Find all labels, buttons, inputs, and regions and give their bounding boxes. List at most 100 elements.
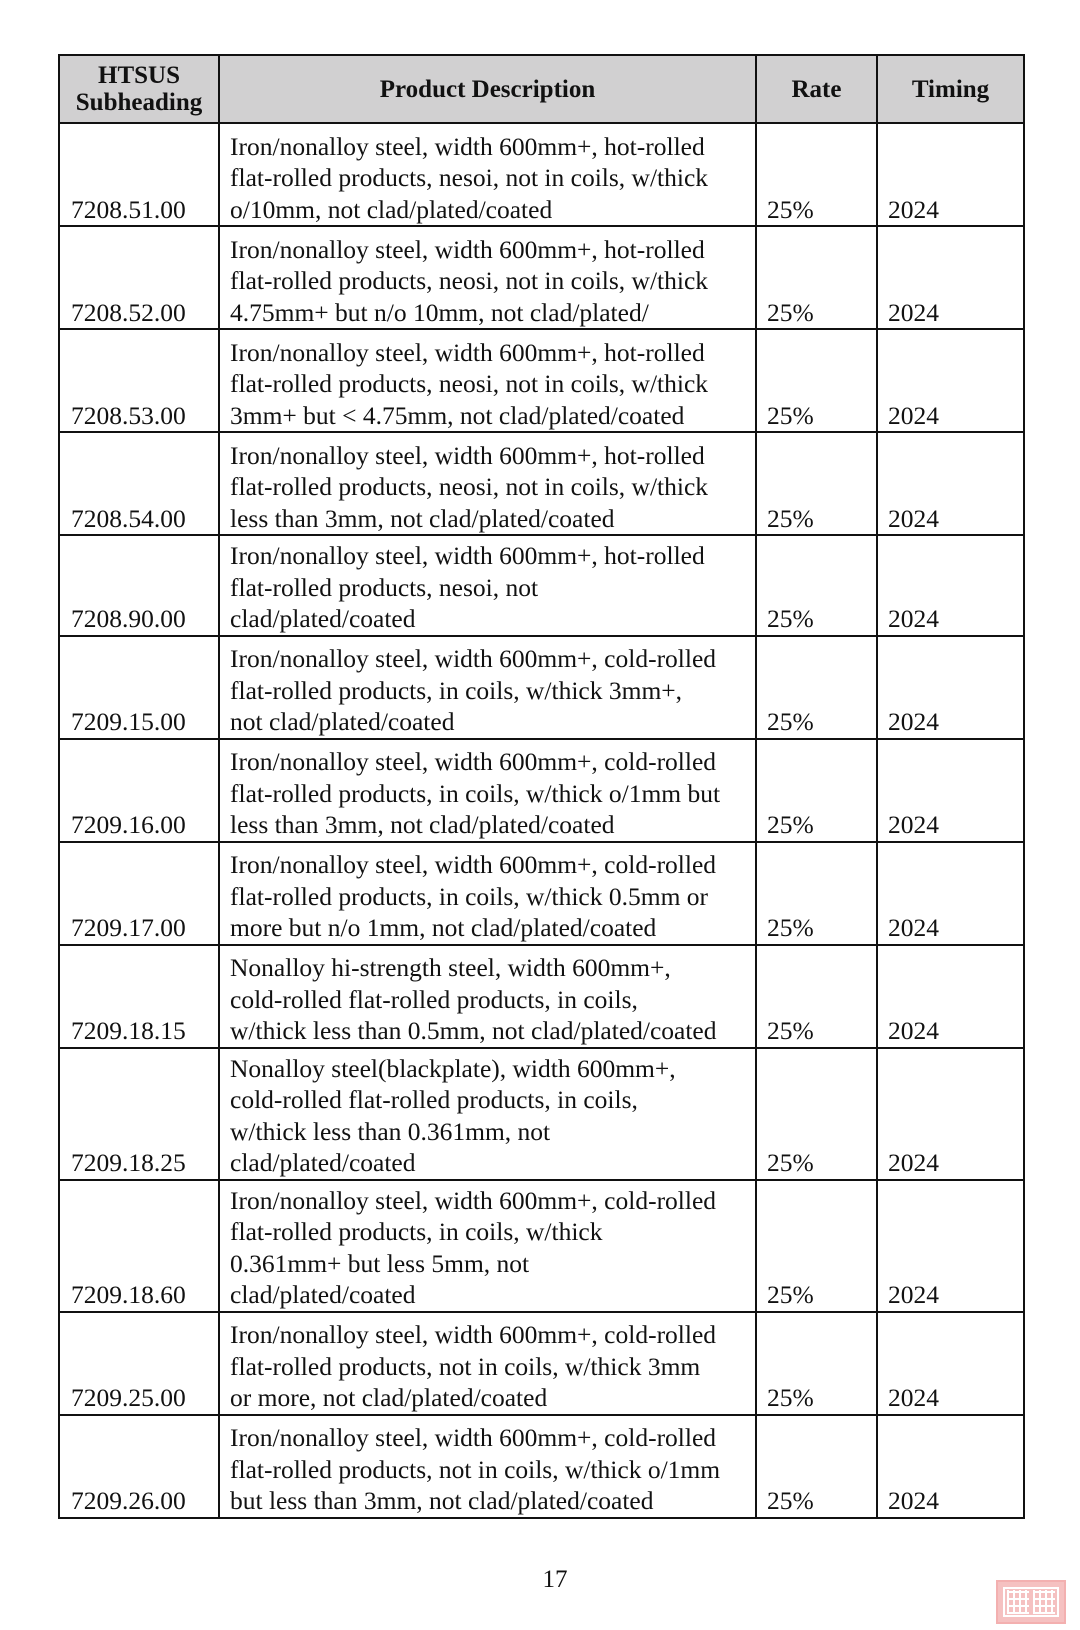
- timing-cell: 2024: [876, 534, 1025, 637]
- description-line: Iron/nonalloy steel, width 600mm+, hot-r…: [230, 541, 705, 570]
- description-line: flat-rolled products, in coils, w/thick …: [230, 778, 721, 808]
- description-line: Iron/nonalloy steel, width 600mm+, cold-…: [230, 1320, 717, 1349]
- htsus-code-cell: 7209.25.00: [58, 1310, 220, 1416]
- htsus-code-cell: 7208.51.00: [58, 122, 220, 227]
- table-row: 7209.17.00 Iron/nonalloy steel, width 600…: [58, 840, 1025, 946]
- description-line: flat-rolled products, nesoi, not in coil…: [230, 163, 709, 192]
- description-line: not clad/plated/coated: [230, 707, 455, 736]
- description-line: Iron/nonalloy steel, width 600mm+, cold-…: [230, 747, 717, 776]
- timing-cell: 2024: [876, 840, 1025, 946]
- description-line: 4.75mm+ but n/o 10mm, not clad/plated/: [230, 297, 649, 327]
- description-line: flat-rolled products, in coils, w/thick: [230, 1217, 603, 1246]
- description-line: Nonalloy steel(blackplate), width 600mm+…: [230, 1053, 676, 1083]
- header-product-description: Product Description: [218, 54, 757, 124]
- product-description-cell: Iron/nonalloy steel, width 600mm+, hot-r…: [218, 122, 757, 227]
- table-row: 7209.26.00 Iron/nonalloy steel, width 600…: [58, 1413, 1025, 1519]
- table-row: 7209.16.00 Iron/nonalloy steel, width 600…: [58, 737, 1025, 843]
- description-line: flat-rolled products, neosi, not in coil…: [230, 369, 709, 398]
- tariff-table: HTSUS Subheading Product Description Rat…: [58, 54, 1025, 1519]
- product-description-cell: Iron/nonalloy steel, width 600mm+, cold-…: [218, 634, 757, 740]
- table-row: 7209.18.15 Nonalloy hi-strength steel, wi…: [58, 943, 1025, 1049]
- seal-stamp: [996, 1580, 1066, 1624]
- description-line: Iron/nonalloy steel, width 600mm+, cold-…: [230, 644, 717, 673]
- description-line: Iron/nonalloy steel, width 600mm+, hot-r…: [230, 440, 705, 470]
- description-line: flat-rolled products, nesoi, not: [230, 572, 539, 602]
- product-description-cell: Iron/nonalloy steel, width 600mm+, cold-…: [218, 1413, 757, 1519]
- rate-cell: 25%: [755, 328, 878, 433]
- header-text: Subheading: [75, 89, 203, 116]
- timing-cell: 2024: [876, 737, 1025, 843]
- rate-cell: 25%: [755, 122, 878, 227]
- timing-cell: 2024: [876, 225, 1025, 330]
- header-timing: Timing: [876, 54, 1025, 124]
- description-line: Iron/nonalloy steel, width 600mm+, cold-…: [230, 1423, 717, 1452]
- description-line: flat-rolled products, neosi, not in coil…: [230, 266, 709, 295]
- timing-cell: 2024: [876, 943, 1025, 1049]
- timing-cell: 2024: [876, 328, 1025, 433]
- description-line: less than 3mm, not clad/plated/coated: [230, 810, 615, 839]
- timing-cell: 2024: [876, 1178, 1025, 1313]
- product-description-cell: Iron/nonalloy steel, width 600mm+, cold-…: [218, 840, 757, 946]
- product-description-cell: Iron/nonalloy steel, width 600mm+, cold-…: [218, 737, 757, 843]
- product-description-cell: Nonalloy hi-strength steel, width 600mm+…: [218, 943, 757, 1049]
- description-line: flat-rolled products, in coils, w/thick …: [230, 881, 709, 911]
- htsus-code-cell: 7209.16.00: [58, 737, 220, 843]
- description-line: Iron/nonalloy steel, width 600mm+, hot-r…: [230, 131, 705, 161]
- timing-cell: 2024: [876, 1046, 1025, 1181]
- page-number: 17: [542, 1566, 568, 1593]
- table-row: 7208.90.00 Iron/nonalloy steel, width 600…: [58, 534, 1025, 637]
- description-line: o/10mm, not clad/plated/coated: [230, 194, 553, 224]
- description-line: but less than 3mm, not clad/plated/coate…: [230, 1486, 654, 1515]
- table-row: 7208.51.00 Iron/nonalloy steel, width 600…: [58, 122, 1025, 227]
- description-line: w/thick less than 0.5mm, not clad/plated…: [230, 1016, 717, 1045]
- table-row: 7208.53.00 Iron/nonalloy steel, width 600…: [58, 328, 1025, 433]
- htsus-code-cell: 7209.17.00: [58, 840, 220, 946]
- htsus-code-cell: 7208.52.00: [58, 225, 220, 330]
- table-header-row: HTSUS Subheading Product Description Rat…: [58, 54, 1025, 124]
- description-line: more but n/o 1mm, not clad/plated/coated: [230, 913, 657, 942]
- timing-cell: 2024: [876, 1310, 1025, 1416]
- product-description-cell: Iron/nonalloy steel, width 600mm+, cold-…: [218, 1178, 757, 1313]
- product-description-cell: Iron/nonalloy steel, width 600mm+, hot-r…: [218, 225, 757, 330]
- table-row: 7209.15.00 Iron/nonalloy steel, width 600…: [58, 634, 1025, 740]
- description-line: flat-rolled products, not in coils, w/th…: [230, 1454, 721, 1484]
- table-row: 7208.52.00 Iron/nonalloy steel, width 600…: [58, 225, 1025, 330]
- rate-cell: 25%: [755, 943, 878, 1049]
- timing-cell: 2024: [876, 431, 1025, 536]
- rate-cell: 25%: [755, 634, 878, 740]
- rate-cell: 25%: [755, 1413, 878, 1519]
- htsus-code-cell: 7208.54.00: [58, 431, 220, 536]
- description-line: 3mm+ but < 4.75mm, not clad/plated/coate…: [230, 400, 685, 430]
- description-line: Iron/nonalloy steel, width 600mm+, hot-r…: [230, 234, 705, 264]
- header-rate: Rate: [755, 54, 878, 124]
- description-line: Iron/nonalloy steel, width 600mm+, cold-…: [230, 1185, 717, 1215]
- htsus-code-cell: 7209.18.15: [58, 943, 220, 1049]
- description-line: w/thick less than 0.361mm, not: [230, 1116, 551, 1146]
- description-line: cold-rolled flat-rolled products, in coi…: [230, 984, 638, 1014]
- product-description-cell: Iron/nonalloy steel, width 600mm+, cold-…: [218, 1310, 757, 1416]
- rate-cell: 25%: [755, 431, 878, 536]
- description-line: flat-rolled products, in coils, w/thick …: [230, 675, 683, 705]
- rate-cell: 25%: [755, 840, 878, 946]
- timing-cell: 2024: [876, 634, 1025, 740]
- description-line: or more, not clad/plated/coated: [230, 1383, 548, 1412]
- rate-cell: 25%: [755, 225, 878, 330]
- description-line: clad/plated/coated: [230, 1148, 416, 1177]
- table-row: 7208.54.00 Iron/nonalloy steel, width 600…: [58, 431, 1025, 536]
- product-description-cell: Iron/nonalloy steel, width 600mm+, hot-r…: [218, 431, 757, 536]
- table-row: 7209.25.00 Iron/nonalloy steel, width 600…: [58, 1310, 1025, 1416]
- header-htsus-subheading: HTSUS Subheading: [58, 54, 220, 124]
- description-line: 0.361mm+ but less 5mm, not: [230, 1248, 530, 1278]
- description-line: Iron/nonalloy steel, width 600mm+, cold-…: [230, 850, 717, 879]
- rate-cell: 25%: [755, 737, 878, 843]
- description-line: cold-rolled flat-rolled products, in coi…: [230, 1085, 638, 1114]
- description-line: Iron/nonalloy steel, width 600mm+, hot-r…: [230, 337, 705, 367]
- rate-cell: 25%: [755, 1310, 878, 1416]
- rate-cell: 25%: [755, 1046, 878, 1181]
- table-row: 7209.18.25 Nonalloy steel(blackplate), wi…: [58, 1046, 1025, 1181]
- product-description-cell: Iron/nonalloy steel, width 600mm+, hot-r…: [218, 328, 757, 433]
- htsus-code-cell: 7209.18.25: [58, 1046, 220, 1181]
- description-line: less than 3mm, not clad/plated/coated: [230, 503, 615, 533]
- product-description-cell: Iron/nonalloy steel, width 600mm+, hot-r…: [218, 534, 757, 637]
- htsus-code-cell: 7208.53.00: [58, 328, 220, 433]
